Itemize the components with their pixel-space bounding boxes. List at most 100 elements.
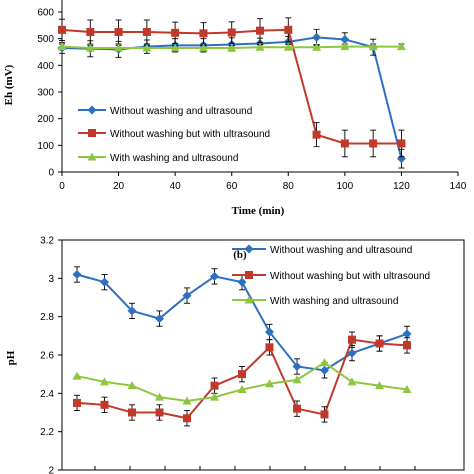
legend-label: Without washing and ultrasound: [270, 245, 412, 256]
y-tick-label: 500: [37, 34, 54, 45]
x-tick-label: 60: [226, 181, 238, 192]
data-point: [114, 28, 123, 36]
data-point: [237, 277, 247, 287]
data-point: [403, 341, 411, 350]
legend-marker: [244, 244, 254, 254]
data-point: [128, 408, 136, 417]
data-point: [292, 362, 302, 371]
data-point: [85, 43, 95, 52]
legend-label: With washing and ultrasound: [270, 296, 398, 307]
data-point: [86, 28, 95, 36]
data-point: [72, 270, 82, 279]
data-point: [292, 375, 302, 384]
y-tick-label: 2.8: [40, 312, 54, 323]
y-tick-label: 600: [37, 8, 54, 19]
data-point: [58, 25, 66, 34]
data-point: [210, 271, 219, 281]
data-point: [170, 43, 180, 52]
legend-marker: [88, 129, 96, 137]
data-point: [183, 414, 191, 423]
legend-marker: [87, 152, 97, 161]
data-point: [368, 42, 378, 51]
data-point: [210, 381, 219, 390]
y-tick-label: 300: [37, 88, 54, 99]
legend-label: With washing and ultrasound: [110, 153, 238, 164]
data-point: [199, 29, 208, 38]
y-tick-label: 2.2: [40, 427, 54, 438]
data-point: [73, 398, 81, 407]
data-point: [114, 43, 124, 52]
data-point: [198, 43, 208, 52]
data-point: [320, 410, 329, 419]
data-point: [256, 26, 264, 35]
data-point: [210, 392, 219, 401]
x-tick-label: 40: [170, 181, 182, 192]
x-tick-label: 80: [283, 181, 295, 192]
data-point: [265, 379, 274, 388]
data-point: [265, 327, 274, 337]
ph-chart-panel: 2 2.2 2.4 2.6 2.8 3 3.2 Without washing and ult…: [40, 236, 465, 474]
legend-label: Without washing and ultrasound: [110, 106, 252, 117]
legend-marker: [244, 295, 254, 304]
data-point: [237, 385, 247, 393]
data-point: [347, 377, 357, 386]
data-point: [155, 408, 164, 417]
y-tick-label: 3.2: [40, 236, 54, 247]
data-point: [100, 277, 109, 287]
data-point: [340, 34, 350, 44]
data-point: [155, 314, 164, 324]
data-point: [402, 385, 412, 393]
data-point: [283, 42, 293, 51]
x-tick-label: 20: [113, 181, 125, 192]
x-tick-label: 140: [450, 181, 467, 192]
data-point: [320, 358, 329, 367]
data-point: [312, 130, 321, 139]
data-point: [238, 370, 246, 379]
data-point: [127, 381, 137, 390]
data-point: [397, 139, 406, 148]
series-line-0: [61, 36, 403, 159]
legend-label: Without washing but with ultrasound: [270, 271, 430, 282]
x-tick-label: 120: [393, 181, 410, 192]
data-point: [320, 365, 329, 375]
data-point: [402, 329, 412, 339]
data-point: [142, 43, 152, 52]
data-point: [227, 43, 237, 52]
data-point: [227, 28, 236, 37]
data-point: [182, 291, 192, 301]
data-point: [72, 371, 82, 380]
legend-marker: [245, 271, 253, 279]
data-point: [340, 139, 349, 148]
x-tick-label: 100: [337, 181, 354, 192]
y-axis-title-ph: pH: [5, 350, 17, 365]
data-point: [100, 377, 109, 386]
data-point: [171, 28, 180, 37]
data-point: [375, 339, 384, 348]
y-tick-label: 3: [48, 274, 54, 285]
panel-label-b: (b): [233, 249, 247, 261]
data-point: [396, 42, 406, 51]
data-point: [284, 25, 293, 34]
y-tick-label: 0: [48, 168, 54, 179]
data-point: [255, 42, 265, 51]
eh-chart-panel: 0 20 40 60 80 100 120 140 0 100 200 300 400 500 600 Wit…: [37, 0, 467, 192]
legend-label: Without washing but with ultrasound: [110, 129, 270, 140]
data-point: [127, 306, 137, 316]
data-point: [347, 348, 357, 358]
data-point: [369, 139, 378, 148]
data-point: [155, 392, 164, 401]
data-point: [348, 335, 356, 344]
y-tick-label: 100: [37, 141, 54, 152]
data-point: [340, 42, 350, 51]
y-tick-label: 2.6: [40, 351, 54, 362]
y-axis-title-eh: Eh (mV): [3, 64, 15, 105]
y-tick-label: 200: [37, 114, 54, 125]
data-point: [142, 28, 151, 36]
data-point: [57, 42, 67, 51]
data-point: [100, 400, 109, 409]
y-tick-label: 2.4: [40, 389, 54, 400]
x-axis-title-time: Time (min): [232, 205, 285, 217]
data-point: [312, 32, 322, 42]
legend-marker: [87, 105, 97, 115]
